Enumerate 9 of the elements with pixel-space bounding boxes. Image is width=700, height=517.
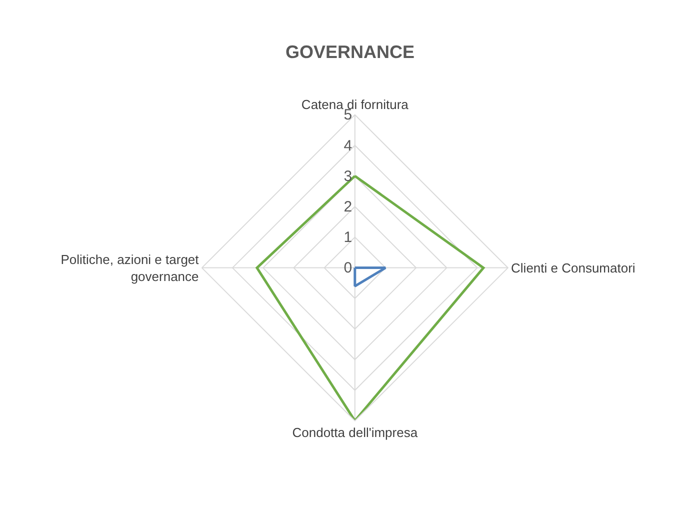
y-tick-label: 4: [344, 137, 352, 154]
y-tick-label: 2: [344, 198, 352, 216]
y-tick-label: 1: [344, 229, 352, 246]
spoke-label: Condotta dell'impresa: [292, 424, 418, 440]
y-tick-label: 3: [344, 168, 352, 185]
spoke-label: Clienti e Consumatori: [511, 260, 636, 276]
chart-title: GOVERNANCE: [285, 42, 415, 62]
y-tick-label: 0: [344, 260, 352, 277]
spoke-label: Politiche, azioni e target governance: [60, 252, 200, 284]
